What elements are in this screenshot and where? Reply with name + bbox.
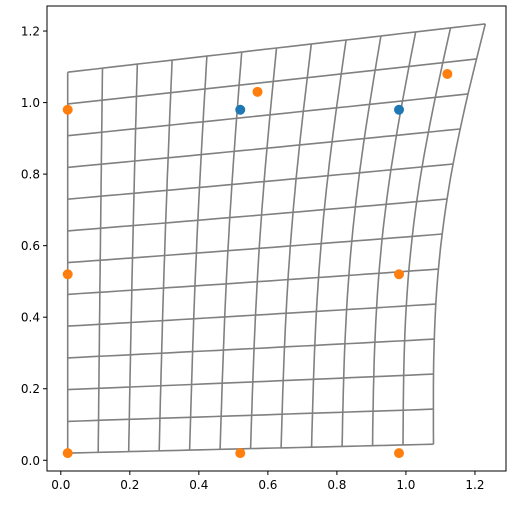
grid-column-line xyxy=(158,60,173,451)
scatter-points xyxy=(62,68,453,459)
x-axis: 0.0 0.2 0.4 0.6 0.8 1.0 1.2 xyxy=(51,471,484,492)
y-tick-label: 1.0 xyxy=(21,96,40,110)
x-tick-label: 0.4 xyxy=(189,478,208,492)
grid-column-line xyxy=(188,56,208,451)
grid-column-line xyxy=(97,68,104,453)
plot-frame xyxy=(46,5,507,472)
data-point xyxy=(62,104,73,115)
warped-grid xyxy=(66,23,487,454)
grid-column-line xyxy=(249,47,278,449)
x-tick-label: 0.8 xyxy=(327,478,346,492)
y-tick-label: 0.6 xyxy=(21,239,40,253)
data-point xyxy=(442,68,453,79)
data-point xyxy=(62,269,73,280)
y-tick-label: 1.2 xyxy=(21,25,40,39)
y-tick-label: 0.4 xyxy=(21,311,40,325)
x-tick-label: 1.2 xyxy=(465,478,484,492)
x-tick-label: 0.2 xyxy=(120,478,139,492)
y-tick-label: 0.8 xyxy=(21,168,40,182)
data-point xyxy=(394,104,405,115)
x-tick-label: 1.0 xyxy=(396,478,415,492)
y-tick-label: 0.0 xyxy=(21,454,40,468)
grid-column-line xyxy=(127,64,139,452)
grid-column-line xyxy=(310,39,347,448)
data-point xyxy=(394,269,405,280)
grid-column-line xyxy=(432,23,487,445)
grid-column-line xyxy=(371,31,417,446)
grid-column-line xyxy=(280,43,313,448)
plot-area-background xyxy=(47,6,506,471)
y-tick-label: 0.2 xyxy=(21,382,40,396)
y-axis: 0.0 0.2 0.4 0.6 0.8 1.0 1.2 xyxy=(21,25,47,468)
grid-column-line xyxy=(341,35,382,447)
data-point xyxy=(235,448,246,459)
x-tick-label: 0.6 xyxy=(258,478,277,492)
data-point xyxy=(235,104,246,115)
x-tick-label: 0.0 xyxy=(51,478,70,492)
grid-column-line xyxy=(402,27,452,445)
grid-column-line xyxy=(219,52,243,450)
data-point xyxy=(252,86,263,97)
data-point xyxy=(394,448,405,459)
data-point xyxy=(62,448,73,459)
